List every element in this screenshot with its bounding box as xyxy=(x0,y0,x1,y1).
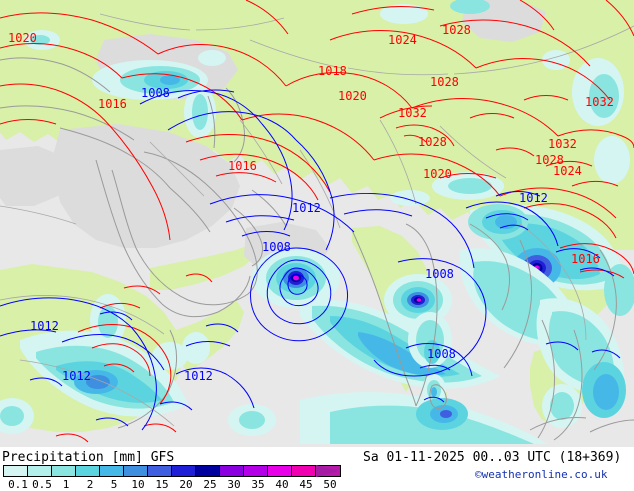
colorscale-swatch xyxy=(268,466,292,476)
colorscale-swatch xyxy=(124,466,148,476)
map-canvas: 1020 1016 1008 1016 1012 1008 1008 1008 1012 1012… xyxy=(0,0,634,444)
isobars-high xyxy=(0,0,634,443)
colorscale-swatch xyxy=(292,466,316,476)
colorscale-swatch xyxy=(196,466,220,476)
colorscale-tick: 0.5 xyxy=(32,478,52,491)
colorscale-swatch xyxy=(100,466,124,476)
isobar-label: 1012 xyxy=(30,319,59,333)
colorscale-swatch xyxy=(28,466,52,476)
isobar-label: 1020 xyxy=(8,31,37,45)
colorscale-tick-labels: 0.1 0.5 1 2 5 10 15 20 25 30 35 40 45 50 xyxy=(0,478,377,491)
isobar-label: 1024 xyxy=(553,164,582,178)
isobar-label: 1032 xyxy=(398,106,427,120)
model-run-info: Sa 01-11-2025 00..03 UTC (18+369) xyxy=(363,450,622,465)
isobar-label: 1032 xyxy=(548,137,577,151)
colorscale-tick: 40 xyxy=(275,478,289,491)
isobar-label: 1016 xyxy=(98,97,127,111)
colorscale-tick: 30 xyxy=(227,478,241,491)
colorscale-swatch xyxy=(4,466,28,476)
isobar-label: 1008 xyxy=(425,267,454,281)
colorscale-swatch xyxy=(244,466,268,476)
map-footer: Precipitation [mm] GFS Sa 01-11-2025 00.… xyxy=(0,447,634,491)
colorscale-swatch xyxy=(148,466,172,476)
colorscale-tick: 2 xyxy=(86,478,94,491)
colorscale-tick: 10 xyxy=(131,478,145,491)
isobar-label: 1012 xyxy=(62,369,91,383)
colorscale-swatch xyxy=(220,466,244,476)
colorscale-tick: 45 xyxy=(299,478,313,491)
colorscale-tick: 25 xyxy=(203,478,217,491)
isobar-label: 1012 xyxy=(519,191,548,205)
colorscale-tick: 1 xyxy=(62,478,70,491)
copyright-watermark: ©weatheronline.co.uk xyxy=(475,468,608,481)
colorscale-tick: 5 xyxy=(110,478,118,491)
isobar-label: 1012 xyxy=(184,369,213,383)
isobar-label: 1016 xyxy=(571,252,600,266)
colorscale-swatches xyxy=(3,465,341,477)
isobar-label: 1028 xyxy=(430,75,459,89)
precipitation-map[interactable]: 1020 1016 1008 1016 1012 1008 1008 1008 1012 1012… xyxy=(0,0,634,447)
isobars-low xyxy=(0,89,621,431)
isobar-label: 1028 xyxy=(418,135,447,149)
isobar-labels: 1020 1016 1008 1016 1012 1008 1008 1008 1012 1012… xyxy=(8,23,614,383)
colorscale-tick: 35 xyxy=(251,478,265,491)
coastline-layer xyxy=(0,13,634,441)
isobar-label: 1008 xyxy=(262,240,291,254)
colorscale-tick: 20 xyxy=(179,478,193,491)
isobar-label: 1032 xyxy=(585,95,614,109)
precipitation-layer xyxy=(0,0,634,444)
isobar-label: 1020 xyxy=(423,167,452,181)
isobar-label: 1012 xyxy=(292,201,321,215)
colorscale-tick: 0.1 xyxy=(8,478,28,491)
isobar-label: 1018 xyxy=(318,64,347,78)
colorscale-swatch xyxy=(172,466,196,476)
isobar-label: 1020 xyxy=(338,89,367,103)
chart-title: Precipitation [mm] GFS xyxy=(2,450,175,465)
colorscale-tick: 50 xyxy=(323,478,337,491)
isobar-label: 1024 xyxy=(388,33,417,47)
colorscale-swatch xyxy=(52,466,76,476)
colorscale-overflow-arrow xyxy=(316,465,338,477)
isobar-label: 1008 xyxy=(427,347,456,361)
isobar-label: 1028 xyxy=(442,23,471,37)
isobar-label: 1016 xyxy=(228,159,257,173)
colorscale-swatch xyxy=(76,466,100,476)
isobar-label: 1008 xyxy=(141,86,170,100)
isobar-label: 1028 xyxy=(535,153,564,167)
colorscale-tick: 15 xyxy=(155,478,169,491)
precipitation-colorscale[interactable]: 0.1 0.5 1 2 5 10 15 20 25 30 35 40 45 50 xyxy=(3,465,363,491)
